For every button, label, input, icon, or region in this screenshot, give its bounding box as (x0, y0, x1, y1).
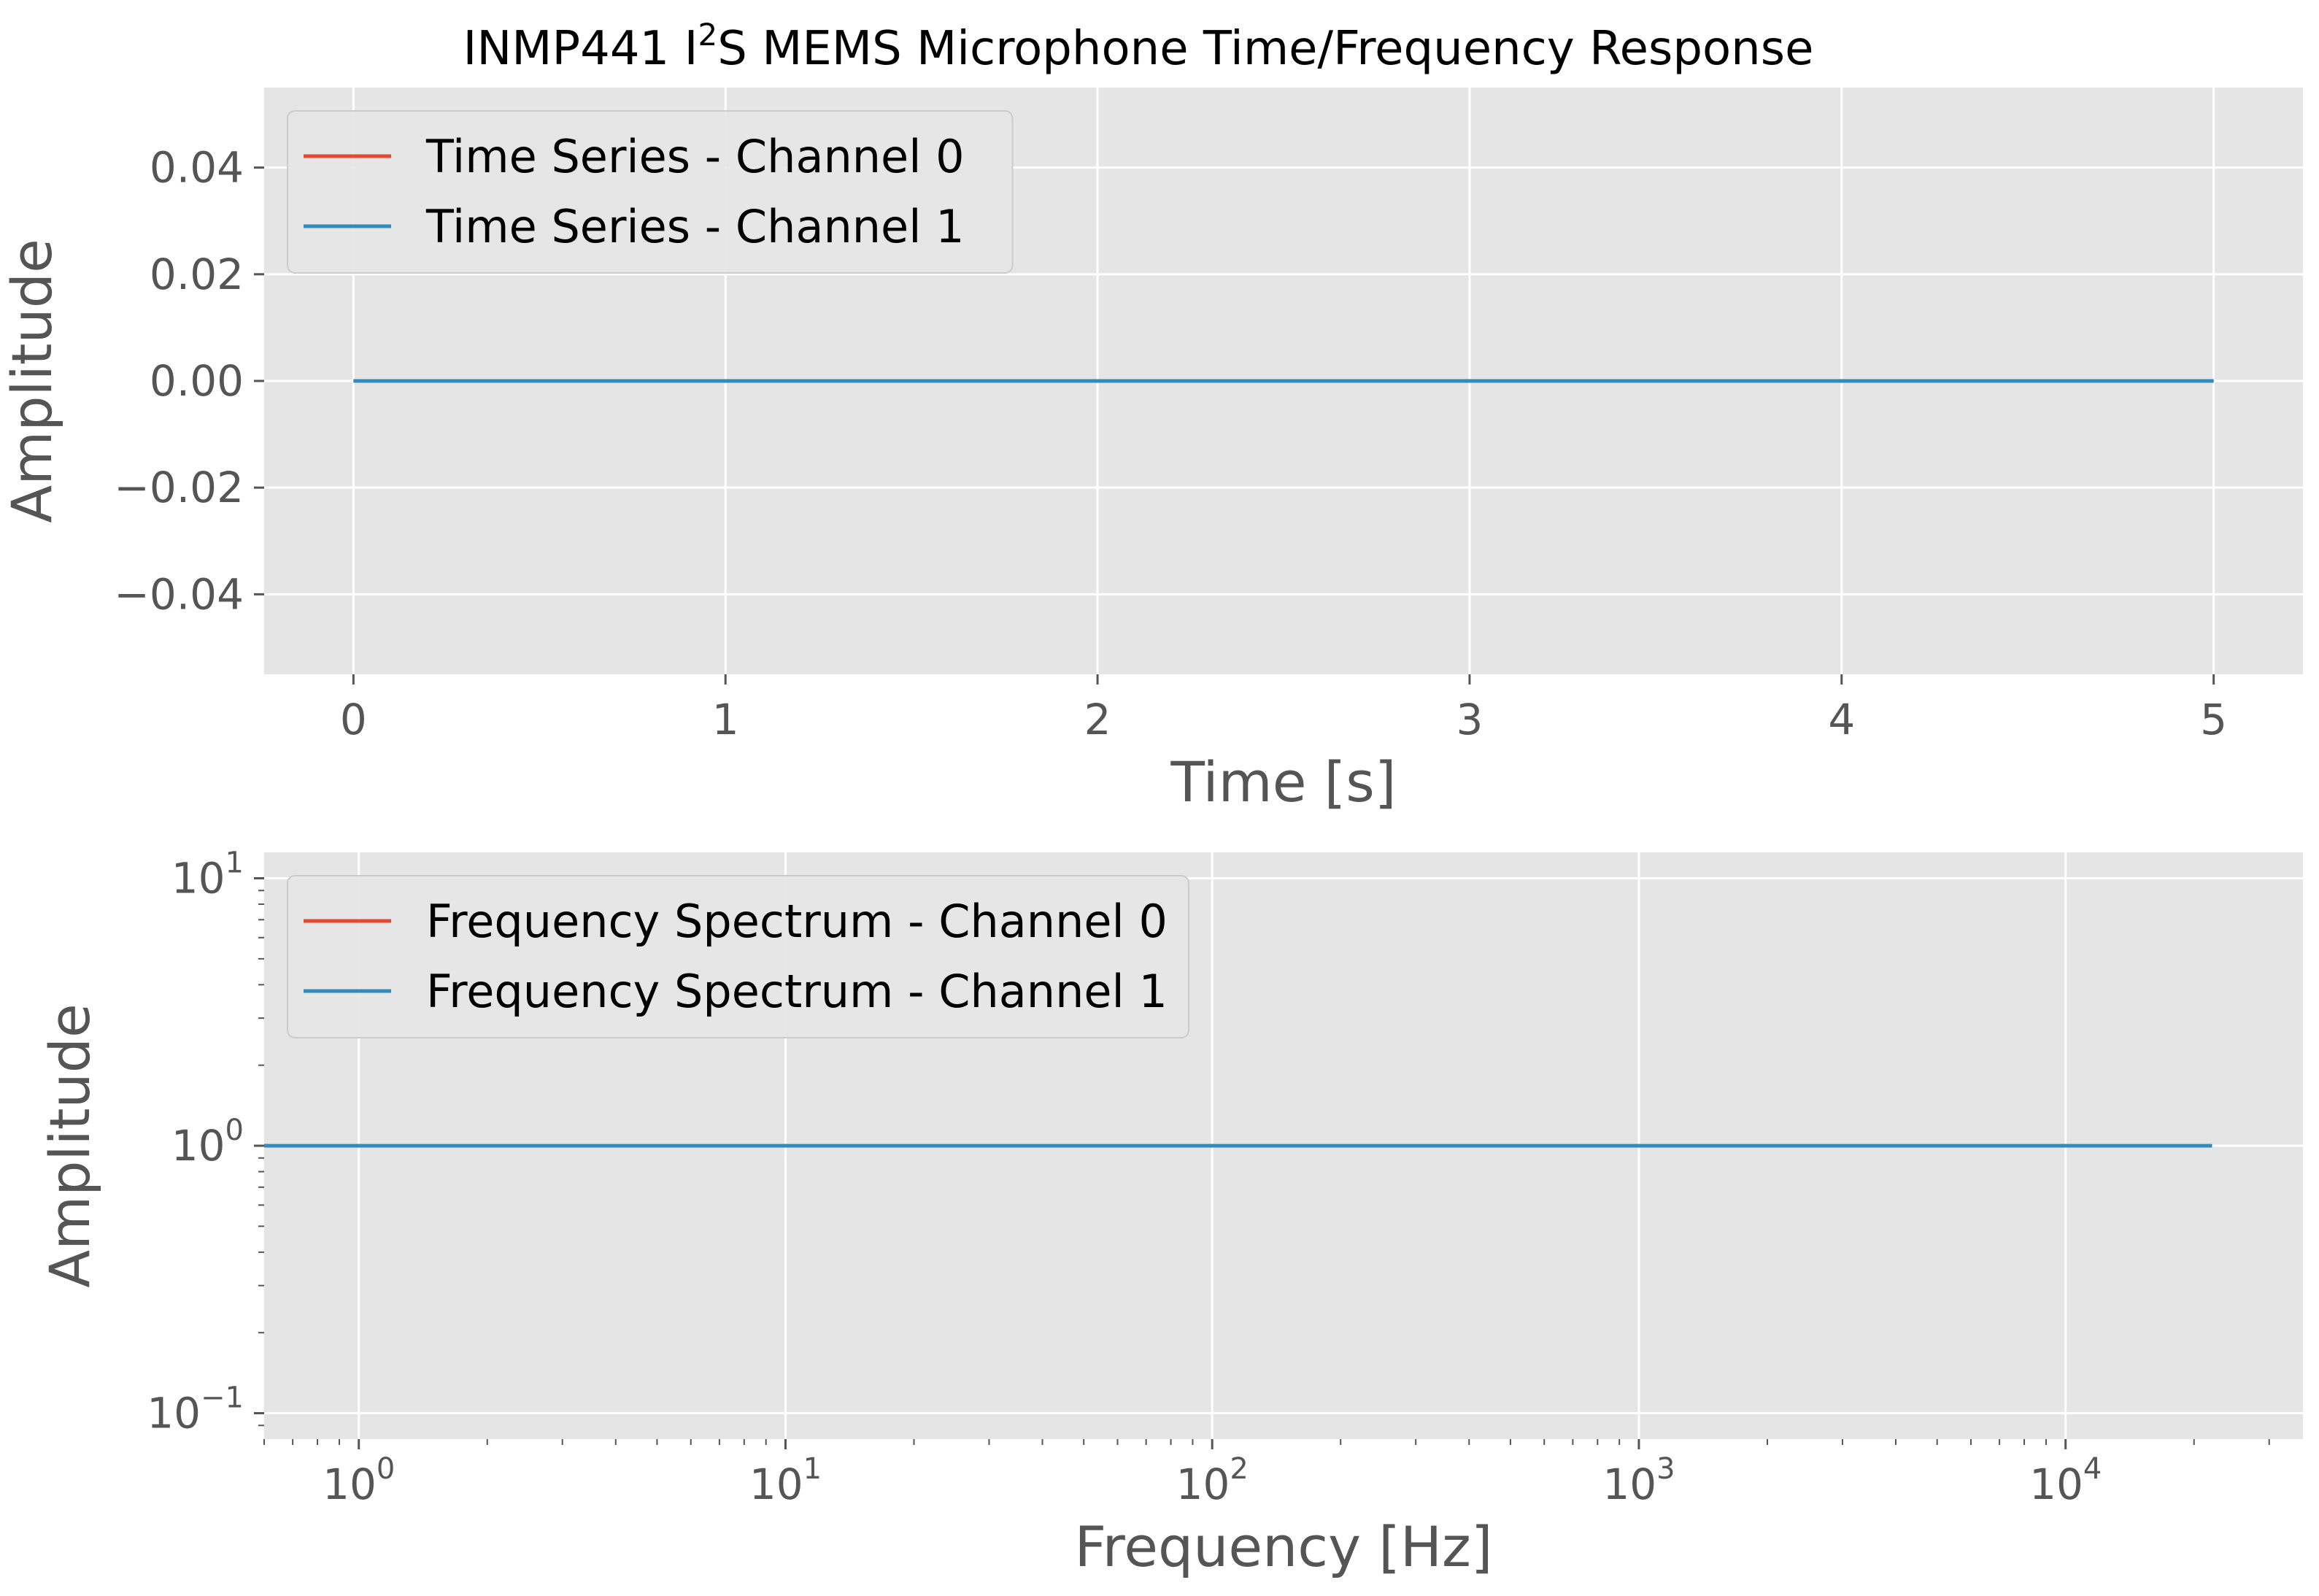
y-tick-label: 0.00 (150, 356, 244, 406)
x-tick-label: 103 (1602, 1452, 1675, 1509)
x-tick-label: 104 (2029, 1452, 2102, 1509)
x-tick-label: 0 (340, 695, 367, 744)
time-series-panel: 0 1 2 3 4 5 0.04 0.02 0.00 −0.02 −0.04 Time [s] Ampl… (0, 88, 2303, 814)
y-tick-label: 101 (171, 847, 244, 903)
y-tick-label: 0.04 (150, 143, 244, 193)
y-axis-label: Amplitude (0, 239, 64, 523)
y-tick-label: 10−1 (147, 1381, 244, 1438)
frequency-spectrum-panel: 100 101 102 103 104 101 100 10−1 Frequency [Hz] A… (37, 847, 2303, 1579)
legend-box (287, 110, 1014, 274)
x-tick-label: 4 (1828, 695, 1855, 744)
legend-label-channel-0: Frequency Spectrum - Channel 0 (426, 895, 1168, 948)
y-axis-label: Amplitude (37, 1003, 102, 1287)
x-axis-label: Time [s] (1170, 749, 1396, 814)
legend-box (287, 875, 1189, 1038)
x-tick-label: 102 (1176, 1452, 1249, 1509)
y-tick-label: 0.02 (150, 250, 244, 299)
x-tick-label: 3 (1456, 695, 1483, 744)
x-axis-label: Frequency [Hz] (1074, 1514, 1492, 1579)
y-tick-label: 100 (171, 1114, 244, 1171)
legend-label-channel-1: Time Series - Channel 1 (425, 200, 965, 253)
x-tick-label: 1 (712, 695, 739, 744)
x-tick-label: 2 (1084, 695, 1111, 744)
y-tick-label: −0.04 (114, 569, 244, 619)
legend-label-channel-1: Frequency Spectrum - Channel 1 (426, 965, 1168, 1018)
legend-label-channel-0: Time Series - Channel 0 (425, 130, 965, 183)
chart-title: INMP441 I2S MEMS Microphone Time/Frequen… (463, 17, 1814, 76)
y-tick-label: −0.02 (114, 463, 244, 512)
x-tick-label: 100 (323, 1452, 395, 1509)
x-tick-label: 101 (749, 1452, 822, 1509)
x-tick-label: 5 (2200, 695, 2227, 744)
